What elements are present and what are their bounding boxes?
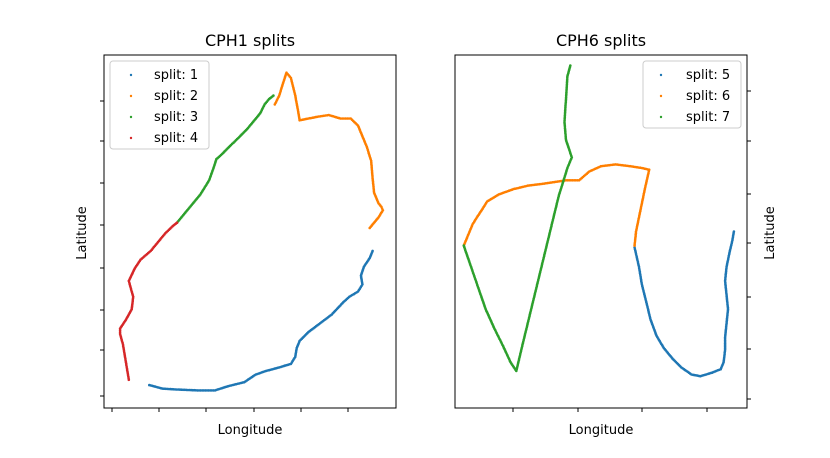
axes-frame-cph6 [454,54,748,409]
legend-marker-split-3 [129,115,133,119]
legend-entry-split-3: split: 3 [129,110,198,125]
axes-frame-cph1 [103,54,397,409]
x-axis-label-cph6: Longitude [569,423,634,438]
legend-marker-split-5 [659,73,663,77]
data-point-split-4 [118,330,122,334]
x-axis-label-cph1: Longitude [218,423,283,438]
legend-cph1: split: 1 split: 2 split: 3 split: 4 [109,60,210,150]
legend-label-split-6: split: 6 [686,89,730,104]
chart-title-cph6: CPH6 splits [556,31,646,50]
legend-entry-split-1: split: 1 [129,68,198,83]
legend-entry-split-7: split: 7 [659,110,730,125]
legend-box-cph6 [642,60,742,129]
data-point-split-3 [272,94,275,97]
legend-entry-split-2: split: 2 [129,89,198,104]
data-point-split-4 [175,221,179,224]
legend-marker-split-6 [659,94,663,98]
legend-label-split-2: split: 2 [154,89,198,104]
data-point-split-1 [371,249,374,253]
subplot-cph1: CPH1 splits Longitude Latitude split: 1 … [75,31,397,438]
legend-marker-split-4 [129,136,133,140]
subplot-cph6: CPH6 splits Longitude Latitude split: 5 … [454,31,778,438]
legend-marker-split-2 [129,94,133,98]
legend-entry-split-4: split: 4 [129,131,198,146]
legend-label-split-3: split: 3 [154,110,198,125]
ticks-cph6 [512,90,751,412]
legend-marker-split-1 [129,73,133,77]
legend-box-cph1 [109,60,210,150]
legend-label-split-1: split: 1 [154,68,198,83]
data-point-split-4 [118,332,122,336]
plot-area-cph1 [100,54,397,412]
y-axis-label-cph1: Latitude [75,206,90,260]
plot-area-cph6 [454,54,751,412]
points-cph6 [462,64,736,378]
data-point-split-2 [368,226,372,230]
data-point-split-5 [732,230,736,233]
y-axis-label-cph6: Latitude [763,206,778,260]
ticks-cph1 [100,100,349,412]
data-point-split-7 [569,64,572,67]
legend-label-split-7: split: 7 [686,110,730,125]
chart-title-cph1: CPH1 splits [205,31,295,50]
legend-entry-split-6: split: 6 [659,89,730,104]
points-cph1 [118,71,385,392]
legend-entry-split-5: split: 5 [659,68,730,83]
legend-marker-split-7 [659,115,663,119]
legend-label-split-5: split: 5 [686,68,730,83]
legend-label-split-4: split: 4 [154,131,198,146]
legend-cph6: split: 5 split: 6 split: 7 [642,60,742,129]
